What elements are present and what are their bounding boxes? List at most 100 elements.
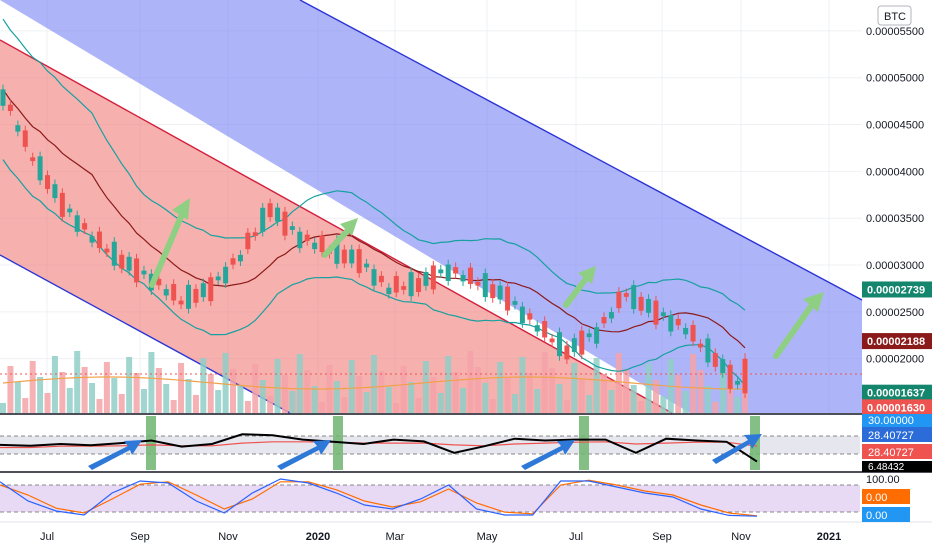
volume-bar xyxy=(289,391,296,413)
price-tick-label: 0.00004500 xyxy=(866,120,924,132)
volume-bar xyxy=(697,370,704,413)
price-tag-label: 0.00001637 xyxy=(867,388,925,400)
time-tick-label: May xyxy=(477,531,498,543)
candle-body xyxy=(438,269,444,274)
candle-body xyxy=(267,203,273,218)
candle-body xyxy=(378,275,384,283)
volume-bar xyxy=(200,358,207,413)
moving-average-line xyxy=(2,88,746,349)
osc-tag-bg-1 xyxy=(862,414,932,427)
candle-body xyxy=(549,338,555,343)
volume-bar xyxy=(74,351,81,413)
volume-bar xyxy=(296,354,303,413)
volume-bar xyxy=(630,385,637,413)
currency-badge-box[interactable] xyxy=(877,5,912,26)
candle-body xyxy=(660,312,666,317)
stoch-tag-bg-2 xyxy=(862,507,910,522)
volume-bar xyxy=(504,378,511,413)
stoch-tag-2: 0.00 xyxy=(866,510,887,522)
volume-bar xyxy=(267,396,274,413)
volume-bar xyxy=(178,363,185,413)
candle-body xyxy=(252,232,258,236)
volume-bar xyxy=(571,363,578,413)
candle-body xyxy=(245,232,251,250)
time-tick-label: 2021 xyxy=(817,531,841,543)
volume-bar xyxy=(185,379,192,413)
volume-bar xyxy=(690,354,697,413)
volume-bar xyxy=(556,384,563,413)
volume-bar xyxy=(541,352,548,413)
candle-body xyxy=(134,258,140,283)
candle-body xyxy=(193,288,199,303)
stochastic-panel xyxy=(0,478,860,517)
volume-bar xyxy=(385,387,392,413)
volume-bar xyxy=(727,381,734,413)
stoch-tag-bg-1 xyxy=(862,489,910,504)
volume-bar xyxy=(586,395,593,413)
candle-body xyxy=(156,278,162,286)
candle-body xyxy=(623,293,629,297)
time-tick-label: Sep xyxy=(130,531,150,543)
candle-body xyxy=(304,234,310,241)
volume-bar xyxy=(148,352,155,413)
candle-body xyxy=(37,156,43,181)
volume-bar xyxy=(563,400,570,413)
stoch-tick-100: 100.00 xyxy=(866,474,900,486)
volume-bar xyxy=(222,353,229,413)
volume-bar xyxy=(89,383,96,413)
candle-body xyxy=(260,207,266,232)
volume-bar xyxy=(601,374,608,413)
candle-body xyxy=(690,324,696,342)
candle-body xyxy=(163,289,169,296)
stochastic-k-line xyxy=(0,478,758,517)
price-tick-label: 0.00005000 xyxy=(866,73,924,85)
candle-body xyxy=(505,286,511,311)
volume-bar xyxy=(437,393,444,413)
candle-body xyxy=(712,353,718,367)
volume-bar xyxy=(66,388,73,413)
candle-body xyxy=(96,231,102,249)
candle-body xyxy=(215,276,221,281)
volume-bar xyxy=(415,398,422,413)
candle-body xyxy=(371,269,377,286)
volume-bar xyxy=(578,379,585,413)
candle-body xyxy=(475,281,481,286)
candle-body xyxy=(631,285,637,310)
candle-body xyxy=(727,364,733,389)
candle-body xyxy=(416,278,422,293)
volume-bar xyxy=(103,362,110,413)
candle-body xyxy=(527,313,533,320)
volume-bar xyxy=(645,364,652,413)
candle-body xyxy=(356,249,362,274)
candle-body xyxy=(579,330,585,355)
candle-body xyxy=(319,235,325,253)
candle-body xyxy=(445,264,451,281)
bollinger-lower-line xyxy=(2,159,746,386)
currency-badge[interactable]: BTC xyxy=(877,5,912,26)
candle-body xyxy=(275,207,281,222)
price-tag-bg xyxy=(862,399,932,416)
osc-tag-bg-2 xyxy=(862,427,932,442)
candle-body xyxy=(519,306,525,324)
volume-bar xyxy=(422,361,429,413)
candle-body xyxy=(705,338,711,363)
time-tick-label: Jul xyxy=(569,531,583,543)
volume-bar xyxy=(593,358,600,413)
volume-bar xyxy=(511,394,518,413)
volume-bar xyxy=(81,367,88,413)
candle-body xyxy=(364,263,370,268)
volume-bar xyxy=(333,381,340,413)
candle-body xyxy=(571,338,577,353)
volume-bar xyxy=(274,359,281,413)
volume-bar xyxy=(118,394,125,413)
volume-bar xyxy=(519,357,526,413)
oscillator-axis: 30.00000 28.40727 28.40727 6.48432 xyxy=(862,414,932,473)
blue-arrow-4 xyxy=(712,434,762,464)
candle-body xyxy=(653,300,659,325)
price-tick-label: 0.00003000 xyxy=(866,260,924,272)
time-tick-label: 2020 xyxy=(306,531,330,543)
volume-bar xyxy=(393,403,400,413)
candle-body xyxy=(482,273,488,298)
candle-body xyxy=(675,318,681,326)
